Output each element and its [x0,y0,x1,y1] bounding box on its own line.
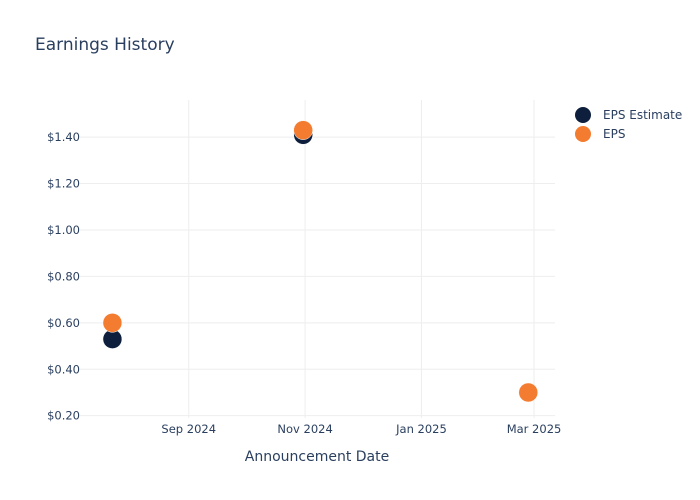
legend-marker [575,107,591,123]
grid [80,100,555,418]
y-tick-label: $1.20 [47,177,80,191]
legend[interactable]: EPS Estimate EPS [575,107,682,142]
data-point[interactable] [293,120,313,140]
x-tick-label: Nov 2024 [277,422,332,436]
x-tick-label: Mar 2025 [507,422,562,436]
legend-item[interactable]: EPS Estimate [575,107,682,123]
data-point[interactable] [518,382,539,403]
data-point[interactable] [102,313,123,333]
y-tick-label: $1.00 [47,223,80,237]
x-tick-label: Sep 2024 [161,422,216,436]
y-tick-label: $0.60 [47,316,80,330]
y-tick-label: $0.20 [47,409,80,423]
legend-marker [575,126,591,142]
y-axis-ticks: $0.20 $0.40 $0.60 $0.80 $1.00 $1.20 $1.40 [47,130,80,423]
series-eps-estimate [102,125,539,403]
series-eps [102,120,539,403]
legend-label: EPS Estimate [603,108,682,122]
y-tick-label: $0.80 [47,269,80,283]
chart-title: Earnings History [35,35,175,55]
x-axis-title: Announcement Date [245,449,389,465]
legend-label: EPS [603,127,625,141]
x-tick-label: Jan 2025 [395,422,447,436]
x-axis-ticks: Sep 2024 Nov 2024 Jan 2025 Mar 2025 [161,422,561,436]
y-tick-label: $1.40 [47,130,80,144]
data-points [102,120,539,403]
legend-item[interactable]: EPS [575,126,625,142]
y-tick-label: $0.40 [47,362,80,376]
